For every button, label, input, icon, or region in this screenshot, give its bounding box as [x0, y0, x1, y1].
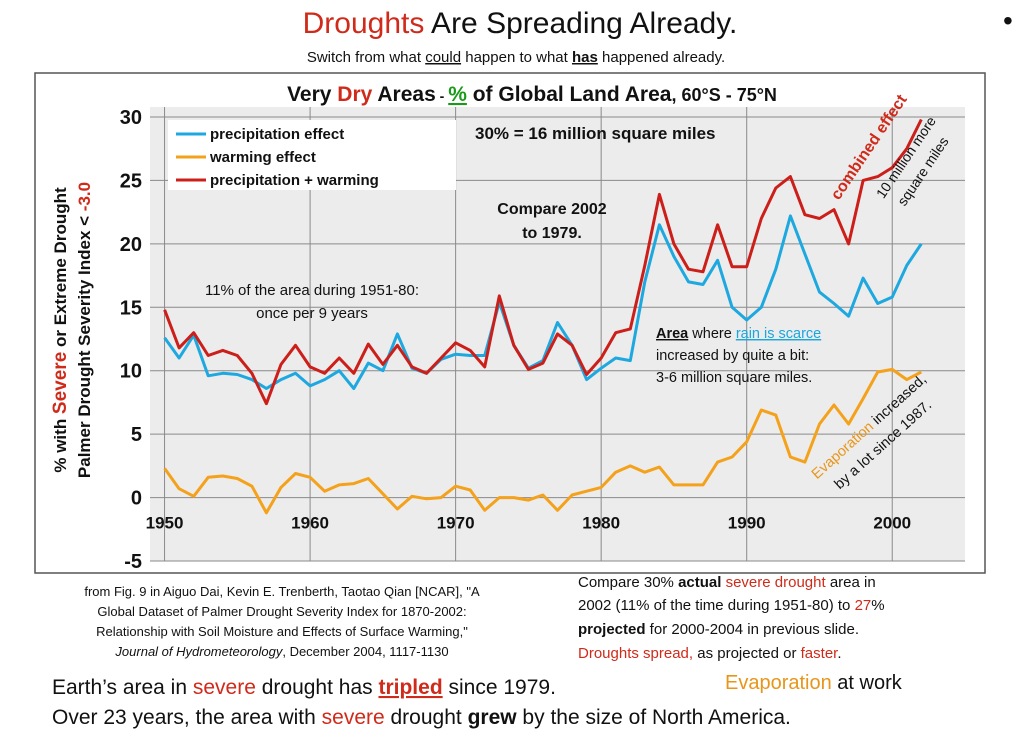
- y-tick-label: 20: [120, 234, 142, 256]
- x-tick-label: 1970: [437, 514, 475, 533]
- note: Compare 30% actual severe drought area i…: [578, 574, 876, 591]
- citation-part: , December 2004, 1117-1130: [282, 644, 448, 659]
- note-part: 2002 (11% of the time during 1951-80) to: [578, 597, 855, 614]
- legend-label: precipitation + warming: [210, 172, 379, 189]
- y-tick-label: 10: [120, 361, 142, 383]
- subtitle-part: has: [572, 49, 598, 66]
- citation: from Fig. 9 in Aiguo Dai, Kevin E. Trenb…: [84, 584, 480, 599]
- x-tick-label: 1980: [582, 514, 620, 533]
- y-tick-label: 15: [120, 297, 142, 319]
- title-part: Droughts: [303, 7, 425, 40]
- chart-title-part: Very: [287, 83, 337, 106]
- footer-part: Earth’s area in: [52, 676, 193, 699]
- footer-part: tripled: [378, 676, 442, 699]
- note-part: actual: [678, 574, 721, 591]
- note-part: as projected or: [693, 645, 801, 662]
- annotation: increased by quite a bit:: [656, 348, 809, 364]
- subtitle-part: could: [425, 49, 461, 66]
- slide-title: Droughts Are Spreading Already.: [303, 7, 738, 40]
- chart-title: Very Dry Areas - % of Global Land Area, …: [287, 83, 777, 106]
- bullet: •: [1003, 5, 1013, 36]
- note: 2002 (11% of the time during 1951-80) to…: [578, 597, 885, 614]
- y-tick-label: 0: [131, 488, 142, 510]
- x-tick-label: 1950: [146, 514, 184, 533]
- footer-line: Over 23 years, the area with severe drou…: [52, 706, 791, 729]
- x-tick-label: 2000: [873, 514, 911, 533]
- footer-part: drought: [385, 706, 468, 729]
- footer-part: by the size of North America.: [517, 706, 791, 729]
- note: projected for 2000-2004 in previous slid…: [578, 621, 859, 638]
- y-tick-label: 30: [120, 107, 142, 129]
- y-label-part: or Extreme Drought: [51, 187, 70, 352]
- data-line: [163, 367, 922, 515]
- note-part: faster: [801, 645, 839, 662]
- chart-title-part: , 60°S - 75°N: [671, 85, 776, 105]
- citation-part: Journal of Hydrometeorology: [114, 644, 283, 659]
- note: Droughts spread, as projected or faster.: [578, 645, 842, 662]
- data-line: [163, 118, 923, 406]
- chart-title-part: -: [436, 88, 448, 104]
- footer-part: drought has: [256, 676, 379, 699]
- subtitle-part: Switch from what: [307, 49, 425, 66]
- footer-line: Evaporation at work: [725, 672, 903, 694]
- footer-part: grew: [468, 706, 518, 729]
- annotation: Area where rain is scarce: [656, 326, 821, 342]
- y-tick-label: 5: [131, 424, 142, 446]
- annotation: 30% = 16 million square miles: [475, 124, 715, 143]
- legend-label: warming effect: [209, 149, 316, 166]
- slide-subtitle: Switch from what could happen to what ha…: [307, 49, 725, 66]
- y-label-part: Palmer Drought Severity Index <: [75, 211, 94, 478]
- subtitle-part: happen to what: [461, 49, 572, 66]
- annotation: Compare 2002: [497, 201, 606, 218]
- legend: precipitation effect warming effect precip…: [176, 126, 379, 189]
- y-label-line: Palmer Drought Severity Index < -3.0: [75, 182, 94, 478]
- legend-box: [168, 120, 456, 190]
- note-part: area in: [826, 574, 876, 591]
- note-part: %: [871, 597, 884, 614]
- annotation: once per 9 years: [256, 305, 368, 322]
- footer-line: Earth’s area in severe drought has tripl…: [52, 676, 556, 699]
- x-tick-label: 1960: [291, 514, 329, 533]
- annotation-part: Area: [656, 326, 689, 342]
- note-part: for 2000-2004 in previous slide.: [646, 621, 859, 638]
- footer-part: Evaporation: [725, 672, 832, 694]
- annotation: to 1979.: [522, 225, 582, 242]
- footer-part: at work: [832, 672, 903, 694]
- footer-part: since 1979.: [443, 676, 556, 699]
- chart-title-part: Areas: [372, 83, 435, 106]
- y-label-part: -3.0: [75, 182, 94, 211]
- y-tick-label: -5: [124, 551, 142, 573]
- annotation: 3-6 million square miles.: [656, 370, 812, 386]
- chart-title-part: %: [448, 83, 467, 106]
- annotation-part: where: [688, 326, 736, 342]
- note-part: .: [837, 645, 841, 662]
- note-part: Droughts spread,: [578, 645, 693, 662]
- chart-title-part: Dry: [337, 83, 372, 106]
- legend-label: precipitation effect: [210, 126, 344, 143]
- note-part: Compare 30%: [578, 574, 678, 591]
- x-tick-label: 1990: [728, 514, 766, 533]
- chart-title-part: of Global Land Area: [467, 83, 672, 106]
- citation: Journal of Hydrometeorology, December 20…: [114, 644, 448, 659]
- annotation: 11% of the area during 1951-80:: [205, 282, 419, 299]
- citation: Global Dataset of Palmer Drought Severit…: [97, 604, 466, 619]
- note-part: severe drought: [726, 574, 827, 591]
- y-label-part: Severe: [50, 352, 71, 414]
- note-part: 27: [855, 597, 872, 614]
- footer-part: Over 23 years, the area with: [52, 706, 322, 729]
- footer-part: severe: [193, 676, 256, 699]
- y-axis-label: % with Severe or Extreme Drought Palmer …: [50, 182, 94, 478]
- y-label-part: % with: [51, 414, 70, 473]
- y-tick-label: 25: [120, 170, 142, 192]
- subtitle-part: happened already.: [598, 49, 725, 66]
- citation: Relationship with Soil Moisture and Effe…: [96, 624, 468, 639]
- annotation-part: rain is scarce: [736, 326, 821, 342]
- footer-part: severe: [322, 706, 385, 729]
- note-part: projected: [578, 621, 646, 638]
- y-label-line: % with Severe or Extreme Drought: [50, 187, 71, 473]
- title-part: Are Spreading Already.: [424, 7, 737, 40]
